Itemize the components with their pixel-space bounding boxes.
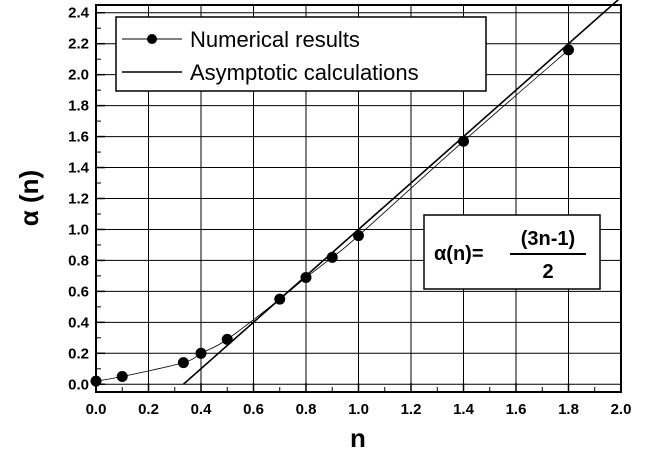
formula-box [423, 214, 601, 290]
y-tick-label: 2.2 [68, 36, 89, 53]
numerical-point [326, 251, 338, 263]
y-tick-label: 0.4 [68, 314, 90, 331]
legend-numerical-marker [147, 34, 157, 44]
legend-numerical-label: Numerical results [190, 27, 360, 52]
series-layer [90, 0, 620, 387]
x-axis-title: n [350, 423, 366, 453]
x-tick-label: 0.2 [138, 401, 159, 418]
ticks [95, 11, 622, 393]
formula-annotation: α(n)= (3n-1) 2 [423, 214, 601, 290]
numerical-point [221, 333, 233, 345]
numerical-point [116, 371, 128, 383]
y-tick-label: 1.4 [68, 160, 90, 177]
formula-denominator: 2 [542, 261, 553, 283]
numerical-point [274, 293, 286, 305]
numerical-point [177, 357, 189, 369]
numerical-point [458, 135, 469, 147]
y-tick-label: 2.4 [68, 5, 90, 22]
numerical-point [300, 271, 312, 283]
tick-labels: 0.0 0.2 0.4 0.6 0.8 1.0 1.2 1.4 1.6 1.8 2.0 0.0 0.2 0… [68, 5, 631, 418]
x-tick-label: 0.0 [86, 401, 107, 418]
x-tick-label: 2.0 [611, 401, 632, 418]
x-tick-label: 1.0 [348, 401, 369, 418]
x-tick-label: 1.6 [506, 401, 527, 418]
x-tick-label: 0.4 [191, 401, 213, 418]
asymptotic-line [182, 0, 620, 385]
legend-asymptotic-label: Asymptotic calculations [190, 60, 419, 85]
x-tick-label: 0.6 [243, 401, 264, 418]
numerical-point [195, 347, 207, 359]
y-tick-label: 0.0 [68, 376, 89, 393]
formula-numerator: (3n-1) [521, 228, 575, 250]
y-tick-label: 0.2 [68, 345, 89, 362]
x-tick-label: 1.8 [558, 401, 579, 418]
x-tick-label: 0.8 [296, 401, 317, 418]
formula-lhs: α(n)= [434, 243, 484, 265]
y-tick-label: 0.6 [68, 283, 89, 300]
y-tick-label: 1.2 [68, 191, 89, 208]
legend: Numerical results Asymptotic calculation… [115, 16, 487, 92]
x-tick-label: 1.4 [453, 401, 475, 418]
numerical-point [563, 44, 574, 56]
y-tick-label: 1.0 [68, 221, 89, 238]
numerical-point [353, 230, 364, 242]
x-tick-label: 1.2 [401, 401, 422, 418]
y-tick-label: 1.6 [68, 129, 89, 146]
legend-box [115, 16, 487, 92]
y-tick-label: 0.8 [68, 252, 89, 269]
y-tick-label: 2.0 [68, 67, 89, 84]
y-axis-title: α (n) [14, 170, 44, 226]
y-tick-label: 1.8 [68, 98, 89, 115]
